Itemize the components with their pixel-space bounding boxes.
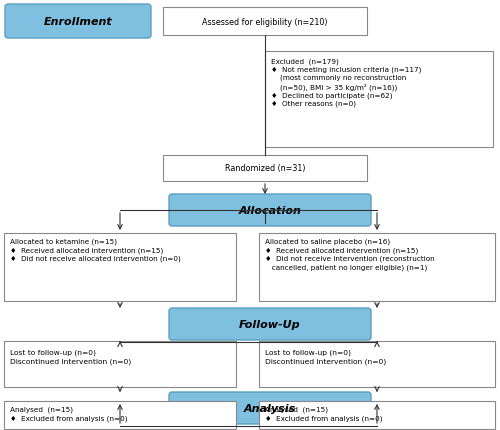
- Text: Allocated to saline placebo (n=16)
♦  Received allocated intervention (n=15)
♦  : Allocated to saline placebo (n=16) ♦ Rec…: [265, 239, 434, 270]
- FancyBboxPatch shape: [4, 401, 236, 429]
- Text: Allocation: Allocation: [238, 206, 302, 215]
- Text: Follow-Up: Follow-Up: [239, 319, 301, 329]
- Text: Allocated to ketamine (n=15)
♦  Received allocated intervention (n=15)
♦  Did no: Allocated to ketamine (n=15) ♦ Received …: [10, 239, 181, 261]
- Text: Enrollment: Enrollment: [44, 17, 112, 27]
- FancyBboxPatch shape: [265, 52, 493, 147]
- FancyBboxPatch shape: [169, 308, 371, 340]
- FancyBboxPatch shape: [4, 341, 236, 387]
- Text: Randomized (n=31): Randomized (n=31): [225, 164, 305, 173]
- Text: Lost to follow-up (n=0)
Discontinued intervention (n=0): Lost to follow-up (n=0) Discontinued int…: [10, 349, 131, 365]
- FancyBboxPatch shape: [163, 156, 367, 181]
- FancyBboxPatch shape: [259, 233, 495, 301]
- FancyBboxPatch shape: [169, 194, 371, 227]
- FancyBboxPatch shape: [259, 401, 495, 429]
- Text: Analysed  (n=15)
♦  Excluded from analysis (n=0): Analysed (n=15) ♦ Excluded from analysis…: [10, 406, 128, 421]
- Text: Excluded  (n=179)
♦  Not meeting inclusion criteria (n=117)
    (most commonly n: Excluded (n=179) ♦ Not meeting inclusion…: [271, 58, 422, 107]
- FancyBboxPatch shape: [4, 233, 236, 301]
- FancyBboxPatch shape: [169, 392, 371, 424]
- Text: Analysed  (n=15)
♦  Excluded from analysis (n=0): Analysed (n=15) ♦ Excluded from analysis…: [265, 406, 382, 421]
- FancyBboxPatch shape: [163, 8, 367, 36]
- Text: Analysis: Analysis: [244, 403, 296, 413]
- Text: Assessed for eligibility (n=210): Assessed for eligibility (n=210): [202, 18, 328, 26]
- FancyBboxPatch shape: [5, 5, 151, 39]
- Text: Lost to follow-up (n=0)
Discontinued intervention (n=0): Lost to follow-up (n=0) Discontinued int…: [265, 349, 386, 365]
- FancyBboxPatch shape: [259, 341, 495, 387]
